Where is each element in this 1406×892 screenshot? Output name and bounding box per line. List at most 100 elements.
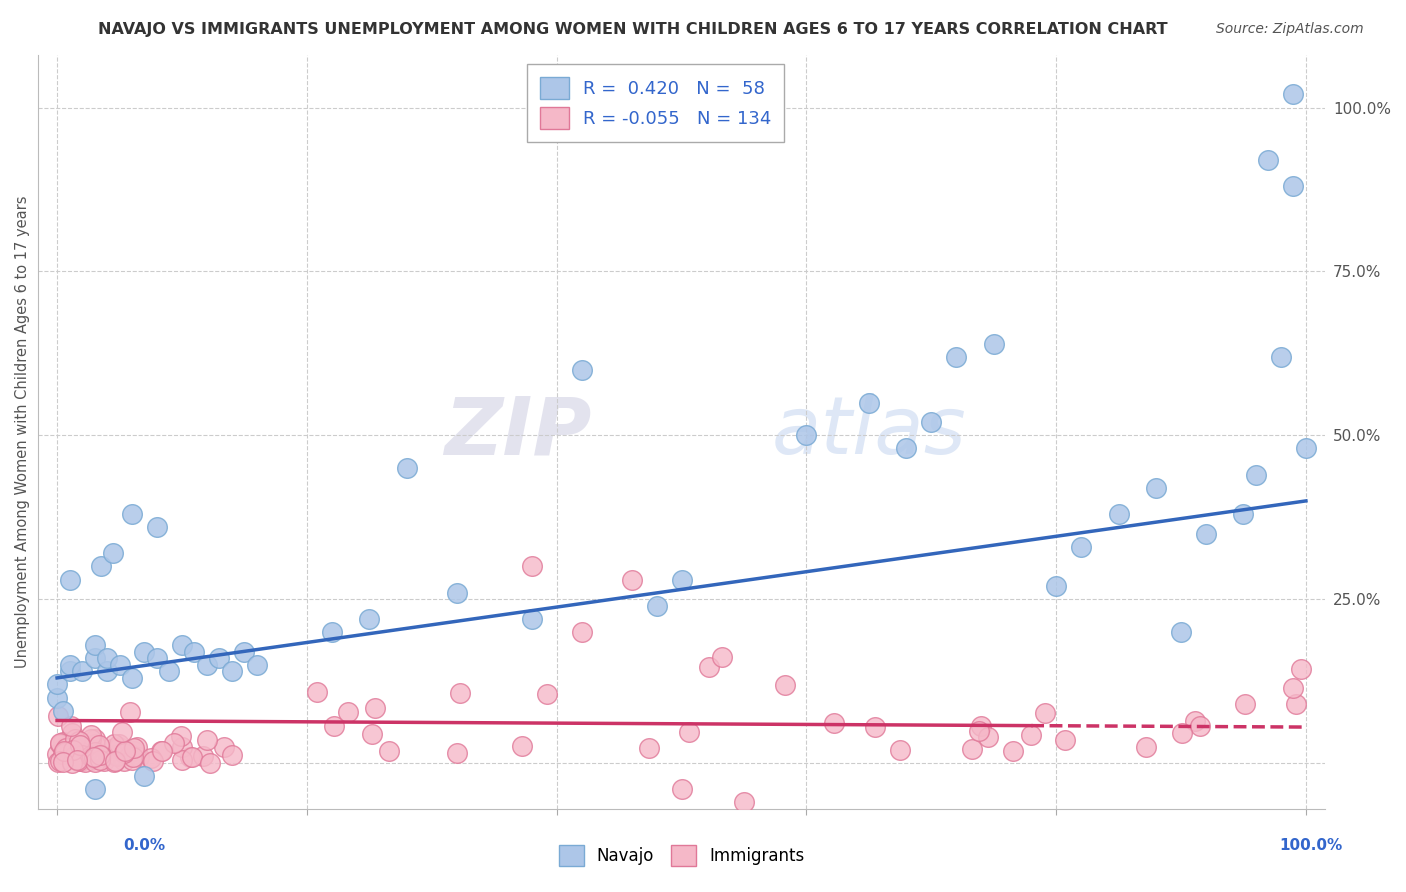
Point — [58, 573, 80, 587]
Point — [520, 559, 543, 574]
Point — [179, 749, 201, 764]
Point — [520, 612, 543, 626]
Point — [111, 724, 134, 739]
Point — [1195, 526, 1218, 541]
Point — [970, 719, 993, 733]
Point — [60, 756, 83, 770]
Point — [170, 638, 193, 652]
Point — [107, 740, 129, 755]
Point — [449, 685, 471, 699]
Point — [1282, 179, 1305, 194]
Point — [112, 746, 135, 760]
Point — [150, 744, 173, 758]
Point — [52, 704, 75, 718]
Point — [1108, 507, 1130, 521]
Point — [134, 645, 156, 659]
Point — [83, 751, 105, 765]
Point — [62, 749, 84, 764]
Point — [896, 442, 918, 456]
Point — [571, 625, 593, 640]
Point — [863, 720, 886, 734]
Point — [962, 742, 984, 756]
Point — [83, 638, 105, 652]
Point — [79, 750, 101, 764]
Point — [122, 744, 145, 758]
Point — [1033, 706, 1056, 720]
Point — [1257, 153, 1279, 167]
Point — [1135, 739, 1157, 754]
Point — [146, 520, 169, 534]
Point — [1285, 697, 1308, 711]
Point — [103, 755, 125, 769]
Point — [128, 750, 150, 764]
Point — [536, 687, 558, 701]
Point — [83, 731, 105, 746]
Point — [112, 755, 135, 769]
Point — [63, 751, 86, 765]
Point — [103, 737, 125, 751]
Point — [121, 507, 143, 521]
Point — [65, 753, 87, 767]
Point — [139, 751, 162, 765]
Point — [377, 743, 399, 757]
Point — [96, 651, 118, 665]
Point — [67, 734, 90, 748]
Point — [105, 749, 128, 764]
Point — [90, 748, 112, 763]
Point — [59, 719, 82, 733]
Point — [169, 729, 191, 743]
Point — [1171, 726, 1194, 740]
Point — [198, 756, 221, 770]
Point — [79, 732, 101, 747]
Point — [172, 753, 194, 767]
Point — [46, 690, 69, 705]
Point — [89, 747, 111, 762]
Text: ZIP: ZIP — [444, 393, 592, 471]
Point — [69, 738, 91, 752]
Point — [920, 415, 942, 429]
Point — [620, 573, 643, 587]
Point — [90, 559, 112, 574]
Point — [70, 755, 93, 769]
Point — [49, 736, 72, 750]
Point — [1244, 467, 1267, 482]
Point — [976, 730, 998, 744]
Point — [121, 753, 143, 767]
Point — [103, 546, 125, 560]
Point — [510, 739, 533, 753]
Point — [678, 725, 700, 739]
Point — [163, 735, 186, 749]
Point — [52, 735, 75, 749]
Point — [1070, 540, 1092, 554]
Point — [87, 738, 110, 752]
Point — [195, 733, 218, 747]
Point — [983, 336, 1005, 351]
Point — [83, 755, 105, 769]
Point — [361, 727, 384, 741]
Point — [125, 740, 148, 755]
Point — [52, 747, 75, 761]
Point — [46, 677, 69, 691]
Legend: R =  0.420   N =  58, R = -0.055   N = 134: R = 0.420 N = 58, R = -0.055 N = 134 — [527, 64, 785, 142]
Point — [103, 741, 125, 756]
Point — [82, 749, 104, 764]
Point — [1281, 681, 1303, 695]
Point — [62, 746, 84, 760]
Point — [170, 739, 193, 754]
Point — [49, 737, 72, 751]
Point — [775, 678, 797, 692]
Point — [191, 749, 214, 764]
Point — [52, 740, 75, 755]
Point — [56, 741, 79, 756]
Text: Source: ZipAtlas.com: Source: ZipAtlas.com — [1216, 22, 1364, 37]
Point — [195, 657, 218, 672]
Point — [70, 748, 93, 763]
Point — [70, 665, 93, 679]
Point — [181, 750, 204, 764]
Point — [67, 733, 90, 747]
Point — [65, 731, 87, 746]
Point — [321, 625, 343, 640]
Point — [1001, 743, 1024, 757]
Point — [395, 461, 418, 475]
Point — [96, 665, 118, 679]
